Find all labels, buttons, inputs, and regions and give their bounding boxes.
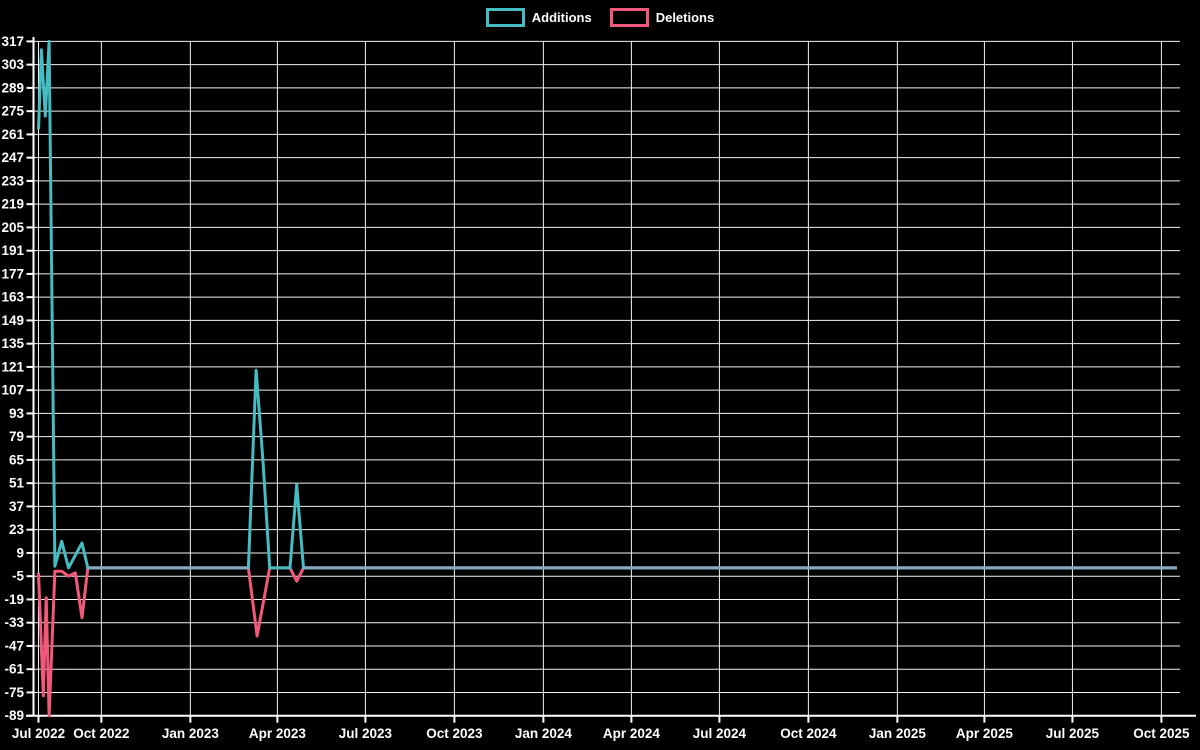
y-tick-label: 9 (16, 545, 24, 560)
y-tick-label: 121 (1, 359, 24, 374)
y-tick-label: -75 (4, 685, 24, 700)
x-tick-label: Jan 2024 (515, 726, 573, 741)
y-tick-label: -19 (4, 592, 24, 607)
x-tick-label: Oct 2024 (780, 726, 837, 741)
legend-label-additions: Additions (531, 9, 592, 25)
additions-line (37, 39, 1177, 570)
legend-item-deletions[interactable]: Deletions (609, 7, 715, 27)
y-tick-label: -5 (12, 569, 24, 584)
y-tick-label: -61 (4, 662, 24, 677)
y-tick-label: 149 (1, 313, 24, 328)
y-tick-label: 317 (1, 34, 24, 49)
y-tick-label: 303 (1, 57, 24, 72)
x-tick-label: Jan 2023 (162, 726, 220, 741)
y-tick-label: 191 (1, 243, 24, 258)
x-tick-label: Jul 2025 (1046, 726, 1100, 741)
y-tick-label: 275 (1, 104, 24, 119)
y-tick-label: -89 (4, 708, 24, 723)
y-tick-label: 219 (1, 197, 24, 212)
x-tick-label: Oct 2025 (1133, 726, 1190, 741)
y-tick-label: -33 (4, 615, 24, 630)
y-tick-label: 51 (9, 476, 25, 491)
x-tick-label: Oct 2022 (73, 726, 129, 741)
y-tick-label: 37 (9, 499, 24, 514)
x-tick-label: Jul 2023 (339, 726, 393, 741)
x-tick-label: Apr 2023 (249, 726, 307, 741)
y-tick-label: 23 (9, 522, 25, 537)
x-tick-label: Jan 2025 (869, 726, 927, 741)
x-tick-label: Apr 2024 (603, 726, 661, 741)
x-tick-label: Oct 2023 (426, 726, 483, 741)
x-tick-label: Jul 2024 (693, 726, 747, 741)
deletions-swatch-icon (609, 7, 649, 27)
additions-swatch-icon (485, 7, 525, 27)
legend-label-deletions: Deletions (655, 9, 715, 25)
y-tick-label: 247 (1, 150, 24, 165)
x-tick-label: Jul 2022 (12, 726, 65, 741)
x-tick-label: Apr 2025 (956, 726, 1014, 741)
y-tick-label: 163 (1, 290, 24, 305)
y-tick-label: 93 (9, 406, 25, 421)
y-tick-label: 79 (9, 429, 24, 444)
deletions-line (37, 566, 1177, 718)
y-tick-label: 177 (1, 266, 24, 281)
y-tick-label: 135 (1, 336, 24, 351)
y-tick-label: 107 (1, 383, 24, 398)
legend-item-additions[interactable]: Additions (485, 7, 592, 27)
y-tick-label: 65 (9, 452, 25, 467)
chart-legend: Additions Deletions (0, 7, 1200, 27)
y-tick-label: 205 (1, 220, 24, 235)
y-tick-label: -47 (4, 638, 24, 653)
y-tick-label: 289 (1, 80, 24, 95)
y-tick-label: 233 (1, 173, 24, 188)
y-tick-label: 261 (1, 127, 24, 142)
